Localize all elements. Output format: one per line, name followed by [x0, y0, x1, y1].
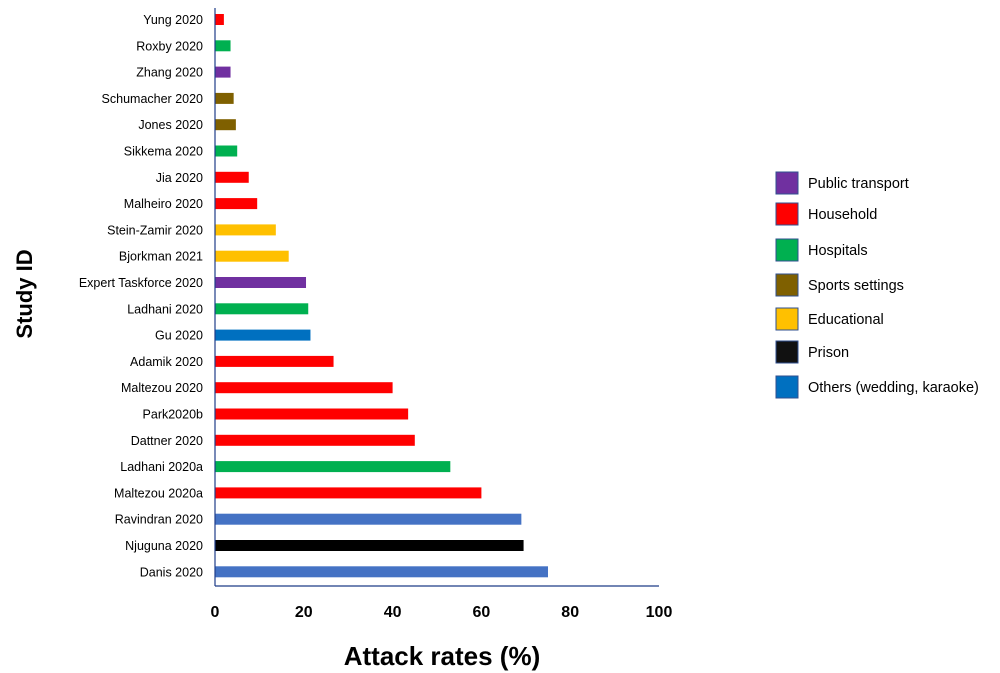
- bar: [215, 145, 238, 157]
- bar: [215, 198, 258, 210]
- bar: [215, 355, 334, 367]
- bar: [215, 66, 231, 78]
- study-label: Njuguna 2020: [125, 539, 203, 553]
- study-label: Park2020b: [143, 408, 204, 422]
- legend-swatch: [775, 202, 799, 226]
- bar: [215, 171, 249, 183]
- legend-label: Prison: [808, 345, 849, 361]
- study-label: Maltezou 2020: [121, 381, 203, 395]
- legend-swatch: [775, 273, 799, 297]
- legend-swatch: [775, 238, 799, 262]
- study-label: Bjorkman 2021: [119, 250, 203, 264]
- legend-swatch: [775, 340, 799, 364]
- legend-label: Educational: [808, 312, 884, 328]
- x-tick-labels-group: 0 20 40 60 80 100: [211, 604, 673, 621]
- bar: [215, 434, 415, 446]
- bar: [215, 277, 307, 288]
- study-label: Jones 2020: [138, 118, 203, 132]
- bar: [215, 540, 524, 551]
- bar: [215, 303, 309, 315]
- y-axis-title: Study ID: [12, 249, 37, 338]
- legend-swatch: [775, 171, 799, 195]
- legend-swatch: [775, 375, 799, 399]
- study-label: Roxby 2020: [136, 39, 203, 53]
- legend-label: Hospitals: [808, 243, 868, 259]
- x-tick-label: 40: [384, 604, 402, 621]
- study-label: Maltezou 2020a: [114, 486, 203, 500]
- bar: [215, 461, 451, 473]
- study-label: Malheiro 2020: [124, 197, 203, 211]
- legend-swatch: [775, 307, 799, 331]
- study-label: Stein-Zamir 2020: [107, 223, 203, 237]
- study-label: Expert Taskforce 2020: [79, 276, 203, 290]
- x-tick-label: 20: [295, 604, 313, 621]
- study-label: Ladhani 2020: [127, 302, 203, 316]
- legend-label: Others (wedding, karaoke): [808, 380, 979, 396]
- study-label: Adamik 2020: [130, 355, 203, 369]
- bar: [215, 224, 276, 236]
- x-tick-label: 0: [211, 604, 220, 621]
- study-label: Ladhani 2020a: [120, 460, 203, 474]
- x-tick-label: 100: [646, 604, 673, 621]
- study-label: Schumacher 2020: [102, 92, 204, 106]
- bar: [215, 566, 548, 578]
- legend-label: Public transport: [808, 176, 909, 192]
- bars-group: [215, 14, 548, 578]
- bar: [215, 14, 224, 25]
- study-label: Zhang 2020: [136, 66, 203, 80]
- study-labels-group: Yung 2020 Roxby 2020 Zhang 2020 Schumacher …: [79, 13, 203, 579]
- x-axis-title: Attack rates (%): [344, 641, 541, 671]
- study-label: Sikkema 2020: [124, 145, 203, 159]
- bar: [215, 329, 311, 341]
- bar: [215, 408, 409, 420]
- bar: [215, 119, 236, 131]
- study-label: Gu 2020: [155, 329, 203, 343]
- legend-label: Household: [808, 207, 877, 223]
- study-label: Danis 2020: [140, 565, 203, 579]
- bar: [215, 487, 482, 499]
- bar: [215, 250, 289, 262]
- study-label: Jia 2020: [156, 171, 203, 185]
- x-tick-label: 80: [561, 604, 579, 621]
- study-label: Ravindran 2020: [115, 513, 203, 527]
- bar: [215, 382, 393, 394]
- bar: [215, 40, 231, 52]
- legend: Public transport Household Hospitals Sports…: [775, 171, 979, 399]
- study-label: Yung 2020: [143, 13, 203, 27]
- legend-label: Sports settings: [808, 278, 904, 294]
- x-tick-label: 60: [473, 604, 491, 621]
- bar: [215, 513, 522, 525]
- bar: [215, 92, 234, 104]
- study-label: Dattner 2020: [131, 434, 203, 448]
